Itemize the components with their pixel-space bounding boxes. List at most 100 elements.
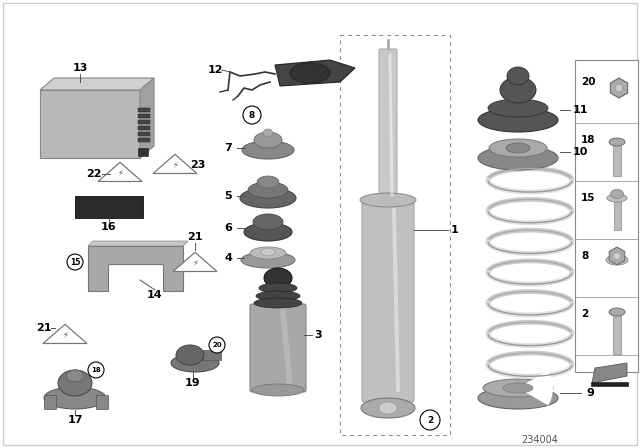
Circle shape: [67, 254, 83, 270]
Bar: [138, 108, 150, 112]
Ellipse shape: [171, 354, 219, 372]
Text: 15: 15: [581, 193, 595, 203]
Bar: [138, 126, 150, 130]
Ellipse shape: [254, 132, 282, 148]
Text: 18: 18: [581, 135, 595, 145]
Ellipse shape: [250, 247, 286, 259]
Ellipse shape: [606, 255, 628, 265]
Ellipse shape: [478, 146, 558, 170]
Bar: [138, 138, 150, 142]
Text: 12: 12: [207, 65, 223, 75]
Circle shape: [614, 253, 621, 259]
Bar: [340, 35, 450, 435]
Ellipse shape: [361, 398, 415, 418]
Text: 22: 22: [86, 169, 102, 179]
Ellipse shape: [66, 370, 84, 382]
Ellipse shape: [379, 402, 397, 414]
Text: 9: 9: [586, 388, 594, 398]
Text: ⚡: ⚡: [172, 160, 178, 169]
Text: 8: 8: [249, 111, 255, 120]
Bar: [575, 60, 638, 372]
Text: 3: 3: [314, 330, 322, 340]
Ellipse shape: [478, 387, 558, 409]
Bar: [138, 148, 148, 156]
Circle shape: [615, 84, 623, 92]
Ellipse shape: [257, 176, 279, 188]
Text: 19: 19: [185, 378, 201, 388]
Ellipse shape: [264, 268, 292, 288]
Text: 17: 17: [67, 415, 83, 425]
Ellipse shape: [244, 223, 292, 241]
Text: 14: 14: [147, 290, 163, 300]
Polygon shape: [98, 162, 142, 181]
Bar: [613, 316, 621, 354]
Ellipse shape: [241, 252, 295, 268]
Text: 1: 1: [451, 225, 459, 235]
Circle shape: [243, 106, 261, 124]
Circle shape: [88, 362, 104, 378]
Circle shape: [420, 410, 440, 430]
Ellipse shape: [611, 190, 623, 198]
Ellipse shape: [488, 99, 548, 117]
Text: 6: 6: [224, 223, 232, 233]
Ellipse shape: [609, 138, 625, 146]
Polygon shape: [140, 78, 154, 158]
Polygon shape: [609, 247, 625, 265]
Text: 21: 21: [188, 232, 203, 242]
Polygon shape: [40, 90, 140, 158]
Ellipse shape: [254, 298, 302, 308]
Ellipse shape: [607, 194, 627, 202]
Bar: [203, 350, 221, 360]
Text: 23: 23: [190, 160, 205, 170]
Text: 10: 10: [572, 147, 588, 157]
Ellipse shape: [259, 283, 297, 293]
Text: ⚡: ⚡: [62, 330, 68, 340]
Polygon shape: [88, 246, 183, 291]
Ellipse shape: [261, 249, 275, 255]
Text: 5: 5: [224, 191, 232, 201]
Ellipse shape: [290, 63, 330, 83]
Ellipse shape: [500, 77, 536, 103]
Polygon shape: [173, 252, 217, 271]
Ellipse shape: [240, 188, 296, 208]
Text: ⚡: ⚡: [192, 258, 198, 267]
Polygon shape: [153, 155, 197, 173]
Ellipse shape: [252, 384, 304, 396]
Ellipse shape: [248, 182, 288, 198]
Polygon shape: [40, 78, 154, 90]
FancyBboxPatch shape: [379, 49, 397, 201]
Bar: [44, 395, 56, 409]
Bar: [138, 114, 150, 118]
Text: 11: 11: [572, 105, 588, 115]
Text: 18: 18: [91, 367, 101, 373]
Ellipse shape: [489, 139, 547, 157]
Text: 20: 20: [581, 77, 595, 87]
FancyBboxPatch shape: [250, 304, 306, 392]
Ellipse shape: [253, 214, 283, 230]
Ellipse shape: [478, 108, 558, 132]
Polygon shape: [88, 241, 188, 246]
Text: 2: 2: [581, 309, 588, 319]
FancyBboxPatch shape: [362, 198, 414, 402]
Wedge shape: [518, 370, 553, 405]
Bar: [614, 202, 621, 230]
Text: 21: 21: [36, 323, 52, 333]
Bar: [591, 382, 628, 386]
Bar: [75, 196, 143, 218]
Text: 15: 15: [70, 258, 80, 267]
Text: 4: 4: [224, 253, 232, 263]
Ellipse shape: [503, 383, 533, 393]
Ellipse shape: [256, 291, 300, 301]
Ellipse shape: [263, 129, 273, 137]
Text: 7: 7: [224, 143, 232, 153]
Text: ⚡: ⚡: [117, 168, 123, 177]
Polygon shape: [592, 363, 627, 383]
Text: 16: 16: [101, 222, 117, 232]
Ellipse shape: [360, 193, 416, 207]
Ellipse shape: [44, 387, 106, 409]
Ellipse shape: [58, 370, 92, 396]
Bar: [138, 120, 150, 124]
Polygon shape: [43, 324, 87, 344]
Text: 8: 8: [581, 251, 588, 261]
Ellipse shape: [609, 308, 625, 316]
